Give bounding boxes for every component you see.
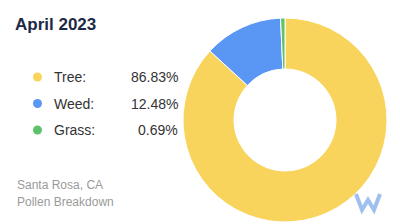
svg-text:Santa Rosa, CA: Santa Rosa, CA <box>17 178 103 192</box>
svg-text:0.69%: 0.69% <box>138 122 178 138</box>
svg-text:Grass:: Grass: <box>54 122 95 138</box>
svg-text:Weed:: Weed: <box>54 96 94 112</box>
svg-text:86.83%: 86.83% <box>131 69 178 85</box>
svg-text:April 2023: April 2023 <box>15 15 96 34</box>
svg-text:12.48%: 12.48% <box>131 96 178 112</box>
svg-text:Tree:: Tree: <box>54 69 86 85</box>
svg-text:Pollen Breakdown: Pollen Breakdown <box>17 195 114 209</box>
